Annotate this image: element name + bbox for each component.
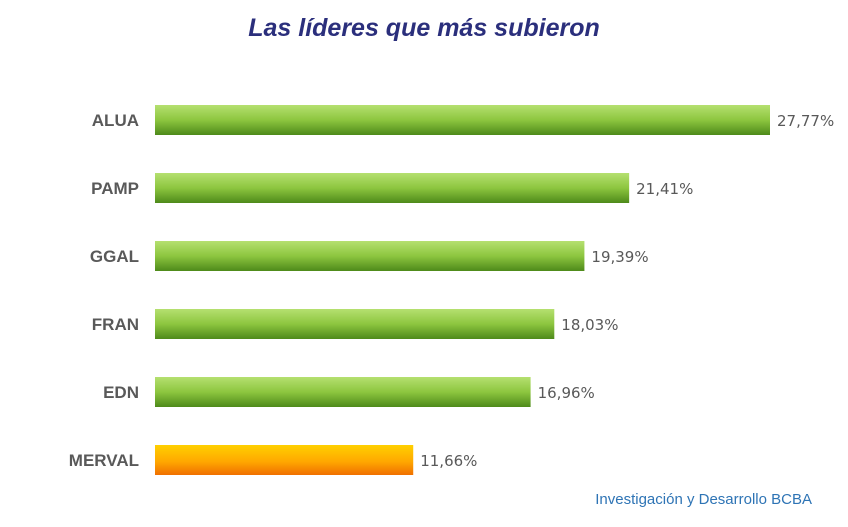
category-label-alua: ALUA (92, 111, 139, 130)
footer-credit: Investigación y Desarrollo BCBA (595, 491, 812, 508)
chart-title: Las líderes que más subieron (248, 14, 600, 42)
category-label-ggal: GGAL (90, 247, 139, 266)
value-label-pamp: 21,41% (636, 180, 693, 198)
category-label-edn: EDN (103, 383, 139, 402)
category-label-fran: FRAN (92, 315, 139, 334)
value-label-ggal: 19,39% (591, 248, 648, 266)
bar-merval (155, 445, 414, 475)
bar-alua (155, 105, 770, 135)
value-label-alua: 27,77% (777, 112, 834, 130)
bar-ggal (155, 241, 585, 271)
bar-pamp (155, 173, 630, 203)
category-label-pamp: PAMP (91, 179, 139, 198)
value-label-fran: 18,03% (561, 316, 618, 334)
category-label-merval: MERVAL (69, 451, 139, 470)
bar-fran (155, 309, 555, 339)
bar-edn (155, 377, 531, 407)
value-label-merval: 11,66% (420, 452, 477, 470)
value-label-edn: 16,96% (538, 384, 595, 402)
